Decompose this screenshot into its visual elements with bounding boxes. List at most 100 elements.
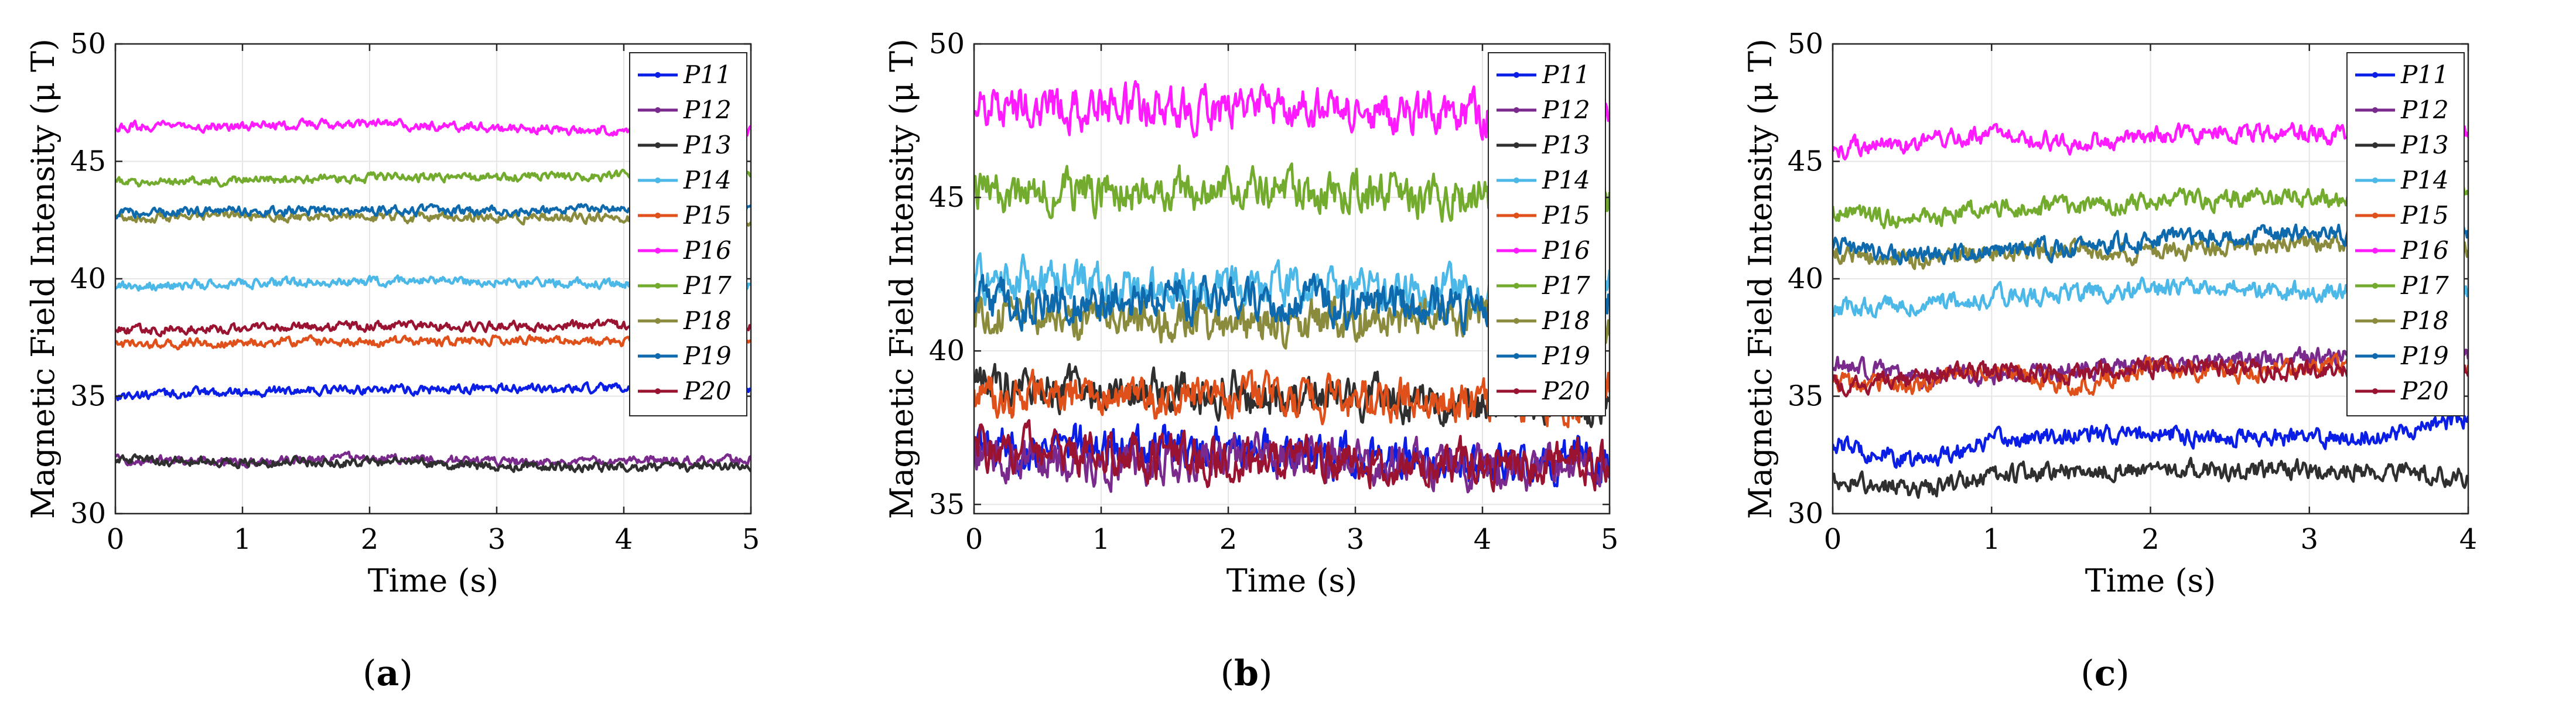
legend-item-p17: P17: [638, 271, 732, 300]
legend-marker: [1514, 107, 1519, 113]
x-axis-label: Time (s): [368, 562, 498, 599]
legend-marker: [2372, 213, 2378, 218]
legend-marker: [2372, 353, 2378, 359]
legend-marker: [2372, 283, 2378, 289]
panel-b-axes-box: [973, 43, 1611, 515]
legend-marker: [1514, 248, 1519, 254]
chart-panel-c: 0 1 2 3 4 30 35 40 45 50 Time (s) Magnetic Field In…: [1742, 28, 2477, 694]
legend-label: P15: [1542, 201, 1590, 230]
series-line-p13: [1833, 456, 2468, 499]
legend-marker: [2372, 248, 2378, 254]
legend-item-p15: P15: [1497, 201, 1590, 230]
legend-label: P14: [683, 166, 732, 194]
legend-item-p20: P20: [638, 377, 732, 405]
panel-b-legend: P11 P12 P13 P14 P15 P16 P17 P18 P19 P20: [1488, 52, 1606, 416]
legend-label: P12: [683, 95, 732, 124]
legend-label: P20: [2400, 377, 2449, 405]
legend-item-p13: P13: [638, 131, 732, 159]
legend-marker: [655, 248, 661, 254]
panel-c-legend: P11 P12 P13 P14 P15 P16 P17 P18 P19 P20: [2346, 52, 2465, 416]
legend-item-p11: P11: [2355, 60, 2449, 89]
x-axis-label: Time (s): [1226, 562, 1357, 599]
y-tick-label: 40: [929, 334, 965, 367]
y-tick-label: 50: [1788, 28, 1823, 60]
x-tick-label: 5: [742, 523, 760, 556]
legend-marker: [1514, 213, 1519, 218]
x-tick-label: 1: [1983, 523, 2001, 556]
x-tick-label: 2: [1219, 523, 1238, 556]
legend-label: P16: [2400, 236, 2449, 265]
x-tick-label: 5: [1601, 523, 1619, 556]
legend-item-p20: P20: [2355, 377, 2449, 405]
legend-marker: [2372, 177, 2378, 183]
legend-item-p16: P16: [2355, 236, 2449, 265]
legend-item-p18: P18: [638, 306, 732, 335]
y-tick-label: 50: [70, 28, 106, 60]
x-tick-label: 1: [1092, 523, 1111, 556]
legend-label: P13: [683, 131, 732, 159]
legend-label: P17: [2400, 271, 2449, 300]
legend-marker: [2372, 72, 2378, 78]
legend-item-p16: P16: [1497, 236, 1590, 265]
legend-label: P20: [683, 377, 732, 405]
x-tick-label: 0: [107, 523, 125, 556]
y-tick-label: 45: [929, 181, 965, 214]
x-tick-label: 2: [361, 523, 379, 556]
legend-label: P20: [1542, 377, 1590, 405]
series-line-p20: [974, 419, 1610, 493]
legend-marker: [1514, 318, 1519, 324]
x-tick-label: 4: [1474, 523, 1492, 556]
legend-marker: [1514, 177, 1519, 183]
y-tick-label: 35: [1788, 380, 1823, 413]
legend-label: P18: [683, 306, 732, 335]
x-axis-label: Time (s): [2085, 562, 2216, 599]
y-tick-label: 35: [70, 380, 106, 413]
legend-marker: [655, 177, 661, 183]
series-line-p11: [1833, 407, 2468, 469]
legend-label: P14: [1542, 166, 1590, 194]
legend-marker: [655, 318, 661, 324]
legend-item-p11: P11: [638, 60, 732, 89]
legend-label: P17: [683, 271, 732, 300]
y-tick-label: 45: [70, 145, 106, 178]
legend-label: P15: [683, 201, 732, 230]
panel-a-legend: P11 P12 P13 P14 P15 P16 P17 P18 P19 P20: [629, 52, 747, 416]
legend-item-p15: P15: [638, 201, 732, 230]
legend-item-p14: P14: [638, 166, 732, 194]
legend-label: P11: [1542, 60, 1590, 89]
legend-item-p14: P14: [1497, 166, 1590, 194]
panel-caption-b: (b): [1221, 653, 1273, 694]
x-tick-label: 4: [615, 523, 633, 556]
legend-label: P13: [1542, 131, 1590, 159]
legend-marker: [2372, 388, 2378, 394]
y-tick-label: 45: [1788, 145, 1823, 178]
legend-marker: [1514, 72, 1519, 78]
legend-item-p13: P13: [2355, 131, 2449, 159]
legend-item-p12: P12: [2355, 95, 2449, 124]
legend-label: P18: [1542, 306, 1590, 335]
x-tick-label: 3: [1347, 523, 1365, 556]
x-tick-label: 0: [965, 523, 983, 556]
y-tick-label: 35: [929, 488, 965, 521]
panel-caption-a: (a): [363, 653, 413, 694]
legend-label: P19: [1542, 341, 1590, 370]
x-tick-label: 2: [2141, 523, 2160, 556]
x-tick-label: 1: [234, 523, 252, 556]
y-axis-label: Magnetic Field Intensity (μ T): [25, 39, 62, 519]
y-axis-label: Magnetic Field Intensity (μ T): [1742, 39, 1779, 519]
panel-caption-c: (c): [2080, 653, 2129, 694]
legend-item-p17: P17: [1497, 271, 1590, 300]
legend-item-p13: P13: [1497, 131, 1590, 159]
legend-item-p12: P12: [1497, 95, 1590, 124]
y-tick-label: 40: [1788, 262, 1823, 295]
legend-label: P12: [1542, 95, 1590, 124]
y-tick-label: 40: [70, 262, 106, 295]
legend-marker: [2372, 318, 2378, 324]
legend-item-p19: P19: [638, 341, 732, 370]
legend-label: P18: [2400, 306, 2449, 335]
legend-label: P19: [2400, 341, 2449, 370]
legend-label: P16: [683, 236, 732, 265]
